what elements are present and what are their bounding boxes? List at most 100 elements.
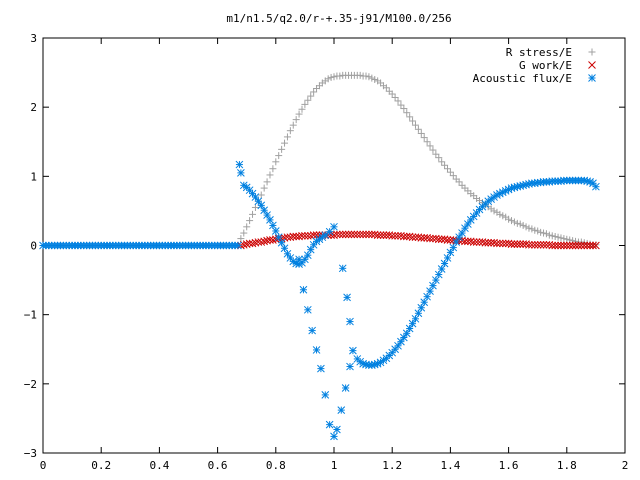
data-point: [525, 224, 533, 232]
data-point: [508, 217, 516, 225]
series-2: [237, 230, 600, 250]
data-point: [516, 240, 525, 248]
series-3: [39, 160, 600, 441]
legend-entry: R stress/E: [506, 46, 596, 59]
data-point: [510, 240, 519, 248]
data-point: [426, 142, 434, 150]
y-tick-label: −3: [24, 447, 37, 460]
data-point: [234, 241, 242, 250]
data-point: [563, 235, 571, 243]
data-point: [408, 233, 417, 242]
data-point: [481, 238, 490, 247]
data-point: [350, 230, 359, 239]
chart-title: m1/n1.5/q2.0/r-+.35-j91/M100.0/256: [226, 12, 451, 25]
data-point: [571, 241, 580, 250]
data-point: [330, 432, 338, 441]
y-tick-label: 1: [30, 170, 37, 183]
x-tick-label: 0.4: [149, 459, 169, 472]
data-point: [536, 240, 545, 249]
data-point: [417, 303, 426, 312]
data-point: [513, 219, 521, 227]
data-point: [583, 241, 592, 250]
data-point: [409, 117, 417, 125]
data-point: [443, 236, 452, 244]
data-point: [349, 346, 357, 355]
x-tick-label: 1.6: [499, 459, 519, 472]
data-point: [589, 241, 597, 250]
data-point: [484, 238, 493, 247]
x-tick-label: 1.4: [440, 459, 460, 472]
data-point: [551, 241, 560, 250]
axis-ticks: [42, 37, 626, 454]
data-point: [408, 319, 417, 328]
data-point: [510, 218, 518, 226]
data-point: [548, 241, 557, 250]
data-point: [307, 92, 315, 100]
data-point: [266, 171, 274, 179]
data-point: [301, 100, 309, 108]
data-point: [432, 150, 440, 158]
data-point: [545, 231, 553, 239]
data-point: [330, 73, 338, 81]
y-tick-label: 3: [30, 32, 37, 45]
data-point: [461, 237, 469, 246]
data-point: [403, 109, 411, 117]
data-point: [243, 223, 251, 231]
data-point: [554, 233, 562, 241]
data-point: [533, 240, 542, 249]
data-point: [346, 317, 354, 326]
data-point: [237, 169, 245, 177]
data-point: [540, 229, 548, 237]
data-point: [542, 230, 550, 238]
data-point: [537, 228, 545, 236]
data-point: [438, 158, 446, 166]
x-tick-label: 2: [622, 459, 629, 472]
data-point: [420, 134, 428, 142]
data-point: [592, 241, 600, 250]
data-point: [298, 231, 306, 240]
data-point: [240, 229, 248, 237]
data-point: [399, 232, 408, 241]
legend-entry: Acoustic flux/E: [473, 72, 596, 85]
data-point: [580, 241, 589, 250]
data-point: [441, 161, 449, 169]
data-point: [507, 240, 516, 248]
data-point: [455, 233, 463, 242]
data-point: [327, 73, 335, 81]
legend-label: G work/E: [519, 59, 572, 72]
data-point: [280, 244, 289, 253]
series-layer: [39, 71, 600, 441]
data-point: [251, 203, 259, 211]
data-point: [376, 231, 385, 239]
data-point: [548, 232, 556, 240]
data-point: [560, 235, 568, 243]
data-point: [534, 227, 542, 235]
data-point: [431, 276, 440, 284]
x-tick-label: 0.6: [208, 459, 228, 472]
data-point: [308, 326, 317, 335]
data-point: [248, 239, 257, 248]
data-point: [519, 221, 527, 229]
data-point: [522, 223, 530, 231]
data-point: [365, 73, 373, 81]
data-point: [317, 364, 325, 373]
x-tick-label: 0.8: [266, 459, 286, 472]
data-point: [260, 237, 269, 246]
data-point: [335, 230, 344, 239]
data-point: [417, 129, 425, 137]
data-point: [260, 206, 269, 215]
data-point: [420, 298, 429, 307]
data-point: [286, 127, 294, 135]
data-point: [464, 220, 472, 228]
data-point: [577, 241, 586, 250]
legend-entry: G work/E: [519, 59, 596, 72]
data-point: [295, 110, 303, 118]
data-point: [498, 239, 507, 248]
data-point: [368, 74, 376, 82]
data-point: [572, 237, 580, 245]
data-point: [254, 197, 263, 206]
data-point: [429, 146, 437, 154]
data-point: [388, 90, 396, 98]
data-point: [356, 71, 364, 79]
